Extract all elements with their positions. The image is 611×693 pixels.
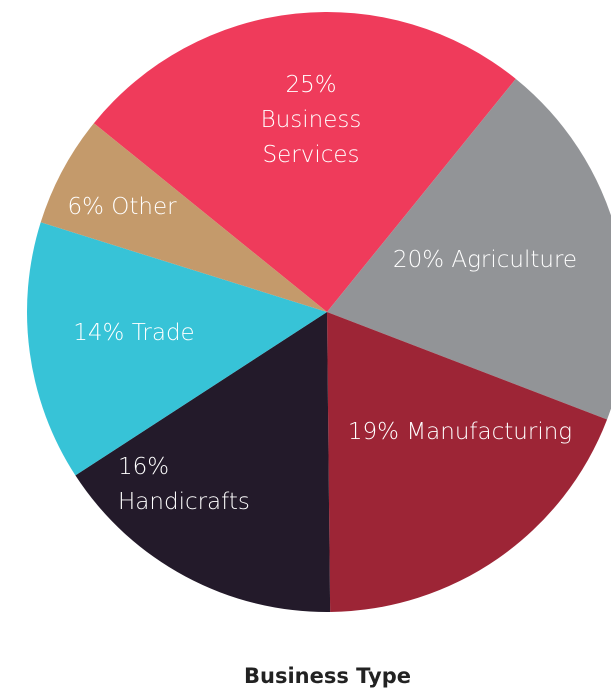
pie-slice (93, 12, 516, 313)
pie-slice (327, 312, 608, 612)
value-label: 16% (118, 454, 170, 480)
slice-label: 25% Business Services (246, 68, 376, 173)
pie-slice (327, 78, 611, 420)
value-label: 14% (73, 320, 125, 346)
value-label: 25% (285, 72, 337, 98)
category-label: Trade (131, 320, 195, 346)
slice-label: 14% Trade (73, 316, 194, 351)
slice-label: 20% Agriculture (393, 243, 577, 278)
category-label: Handicrafts (118, 489, 250, 515)
value-label: 20% (392, 247, 445, 273)
chart-title: Business Type (244, 664, 411, 688)
category-label: Business Services (260, 107, 362, 168)
category-label: Agriculture (451, 247, 578, 273)
value-label: 6% (67, 194, 104, 220)
category-label: Other (111, 194, 177, 220)
category-label: Manufacturing (406, 419, 573, 445)
pie-slice (75, 312, 331, 612)
pie-slice (40, 123, 327, 312)
slice-label: 6% Other (67, 190, 176, 225)
value-label: 19% (347, 419, 400, 445)
pie-slice (26, 222, 328, 476)
slice-label: 19% Manufacturing (348, 415, 572, 450)
slice-label: 16% Handicrafts (118, 450, 288, 520)
